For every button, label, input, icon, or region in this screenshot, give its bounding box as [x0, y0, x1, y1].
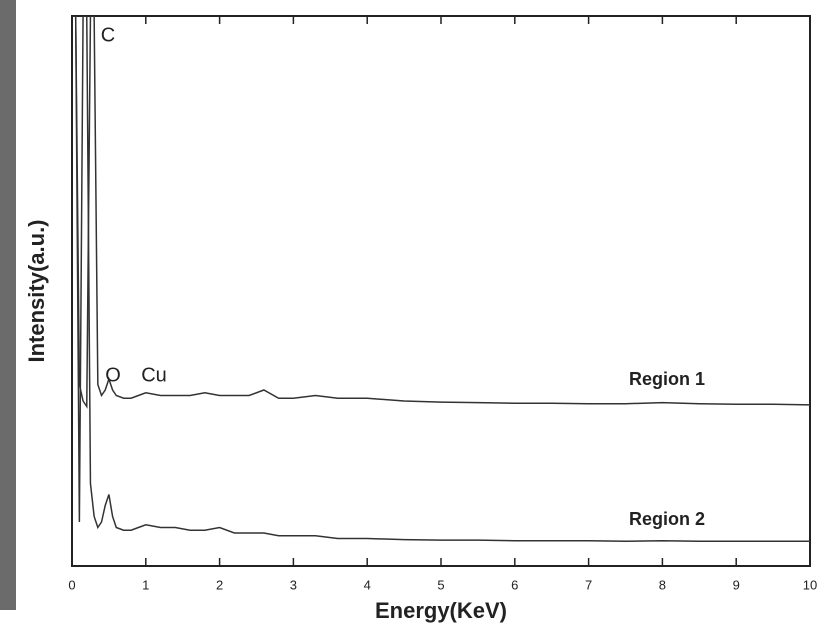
annotation: O — [105, 364, 121, 386]
plot-frame — [71, 15, 811, 567]
x-tick-label: 8 — [659, 577, 666, 592]
x-tick-label: 4 — [364, 577, 371, 592]
series-label: Region 2 — [629, 509, 705, 529]
annotation: Cu — [141, 364, 167, 386]
x-tick-label: 6 — [511, 577, 518, 592]
x-tick-label: 0 — [68, 577, 75, 592]
x-tick-label: 3 — [290, 577, 297, 592]
annotation: C — [101, 24, 115, 46]
y-axis-title: Intensity(a.u.) — [24, 219, 49, 362]
series-line — [72, 16, 810, 409]
image-strip — [0, 0, 16, 610]
series-line — [72, 16, 810, 543]
x-tick-label: 1 — [142, 577, 149, 592]
plot-area — [72, 16, 810, 543]
x-tick-label: 2 — [216, 577, 223, 592]
x-tick-label: 5 — [437, 577, 444, 592]
x-tick-label: 7 — [585, 577, 592, 592]
x-axis-title: Energy(KeV) — [375, 598, 507, 623]
x-tick-label: 10 — [803, 577, 817, 592]
x-tick-label: 9 — [733, 577, 740, 592]
series-label: Region 1 — [629, 369, 705, 389]
